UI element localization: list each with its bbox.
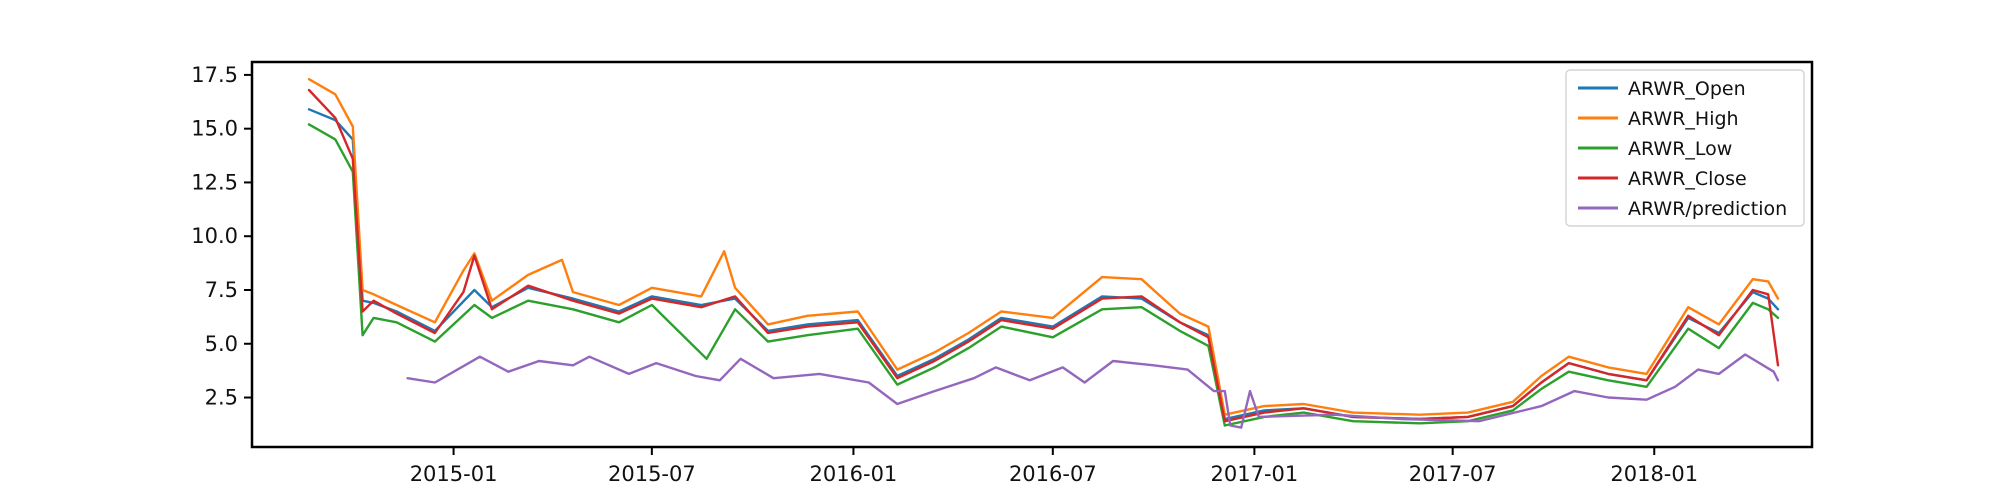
series-line-1 [307, 78, 1780, 416]
x-tick-label: 2018-01 [1610, 462, 1698, 486]
x-tick-label: 2015-01 [410, 462, 498, 486]
y-tick-label: 7.5 [205, 278, 238, 302]
legend: ARWR_Open ARWR_High ARWR_Low ARWR_Close ARWR… [1565, 69, 1805, 227]
series-line-0 [307, 108, 1780, 421]
x-tick-label: 2016-07 [1009, 462, 1097, 486]
y-tick-label: 17.5 [191, 63, 238, 87]
legend-label: ARWR_Close [1628, 168, 1747, 190]
x-tick-label: 2016-01 [810, 462, 898, 486]
legend-label: ARWR/prediction [1628, 198, 1787, 220]
y-tick-label: 12.5 [191, 170, 238, 194]
y-tick-label: 10.0 [191, 224, 238, 248]
x-tick-label: 2017-07 [1409, 462, 1497, 486]
series-line-4 [406, 353, 1780, 429]
y-tick-label: 2.5 [205, 386, 238, 410]
series-line-3 [307, 88, 1780, 423]
plot-frame [250, 60, 1814, 449]
legend-label: ARWR_High [1628, 108, 1739, 130]
series-layer [307, 78, 1780, 429]
axes-layer: 2015-01 2015-07 2016-01 2016-07 2017-01 2017-… [191, 60, 1814, 486]
series-line-2 [307, 123, 1780, 427]
y-tick-label: 15.0 [191, 117, 238, 141]
legend-label: ARWR_Open [1628, 78, 1746, 100]
y-tick-label: 5.0 [205, 332, 238, 356]
x-tick-label: 2017-01 [1211, 462, 1299, 486]
legend-label: ARWR_Low [1628, 138, 1732, 160]
legend-box [1565, 69, 1805, 227]
x-tick-label: 2015-07 [608, 462, 696, 486]
